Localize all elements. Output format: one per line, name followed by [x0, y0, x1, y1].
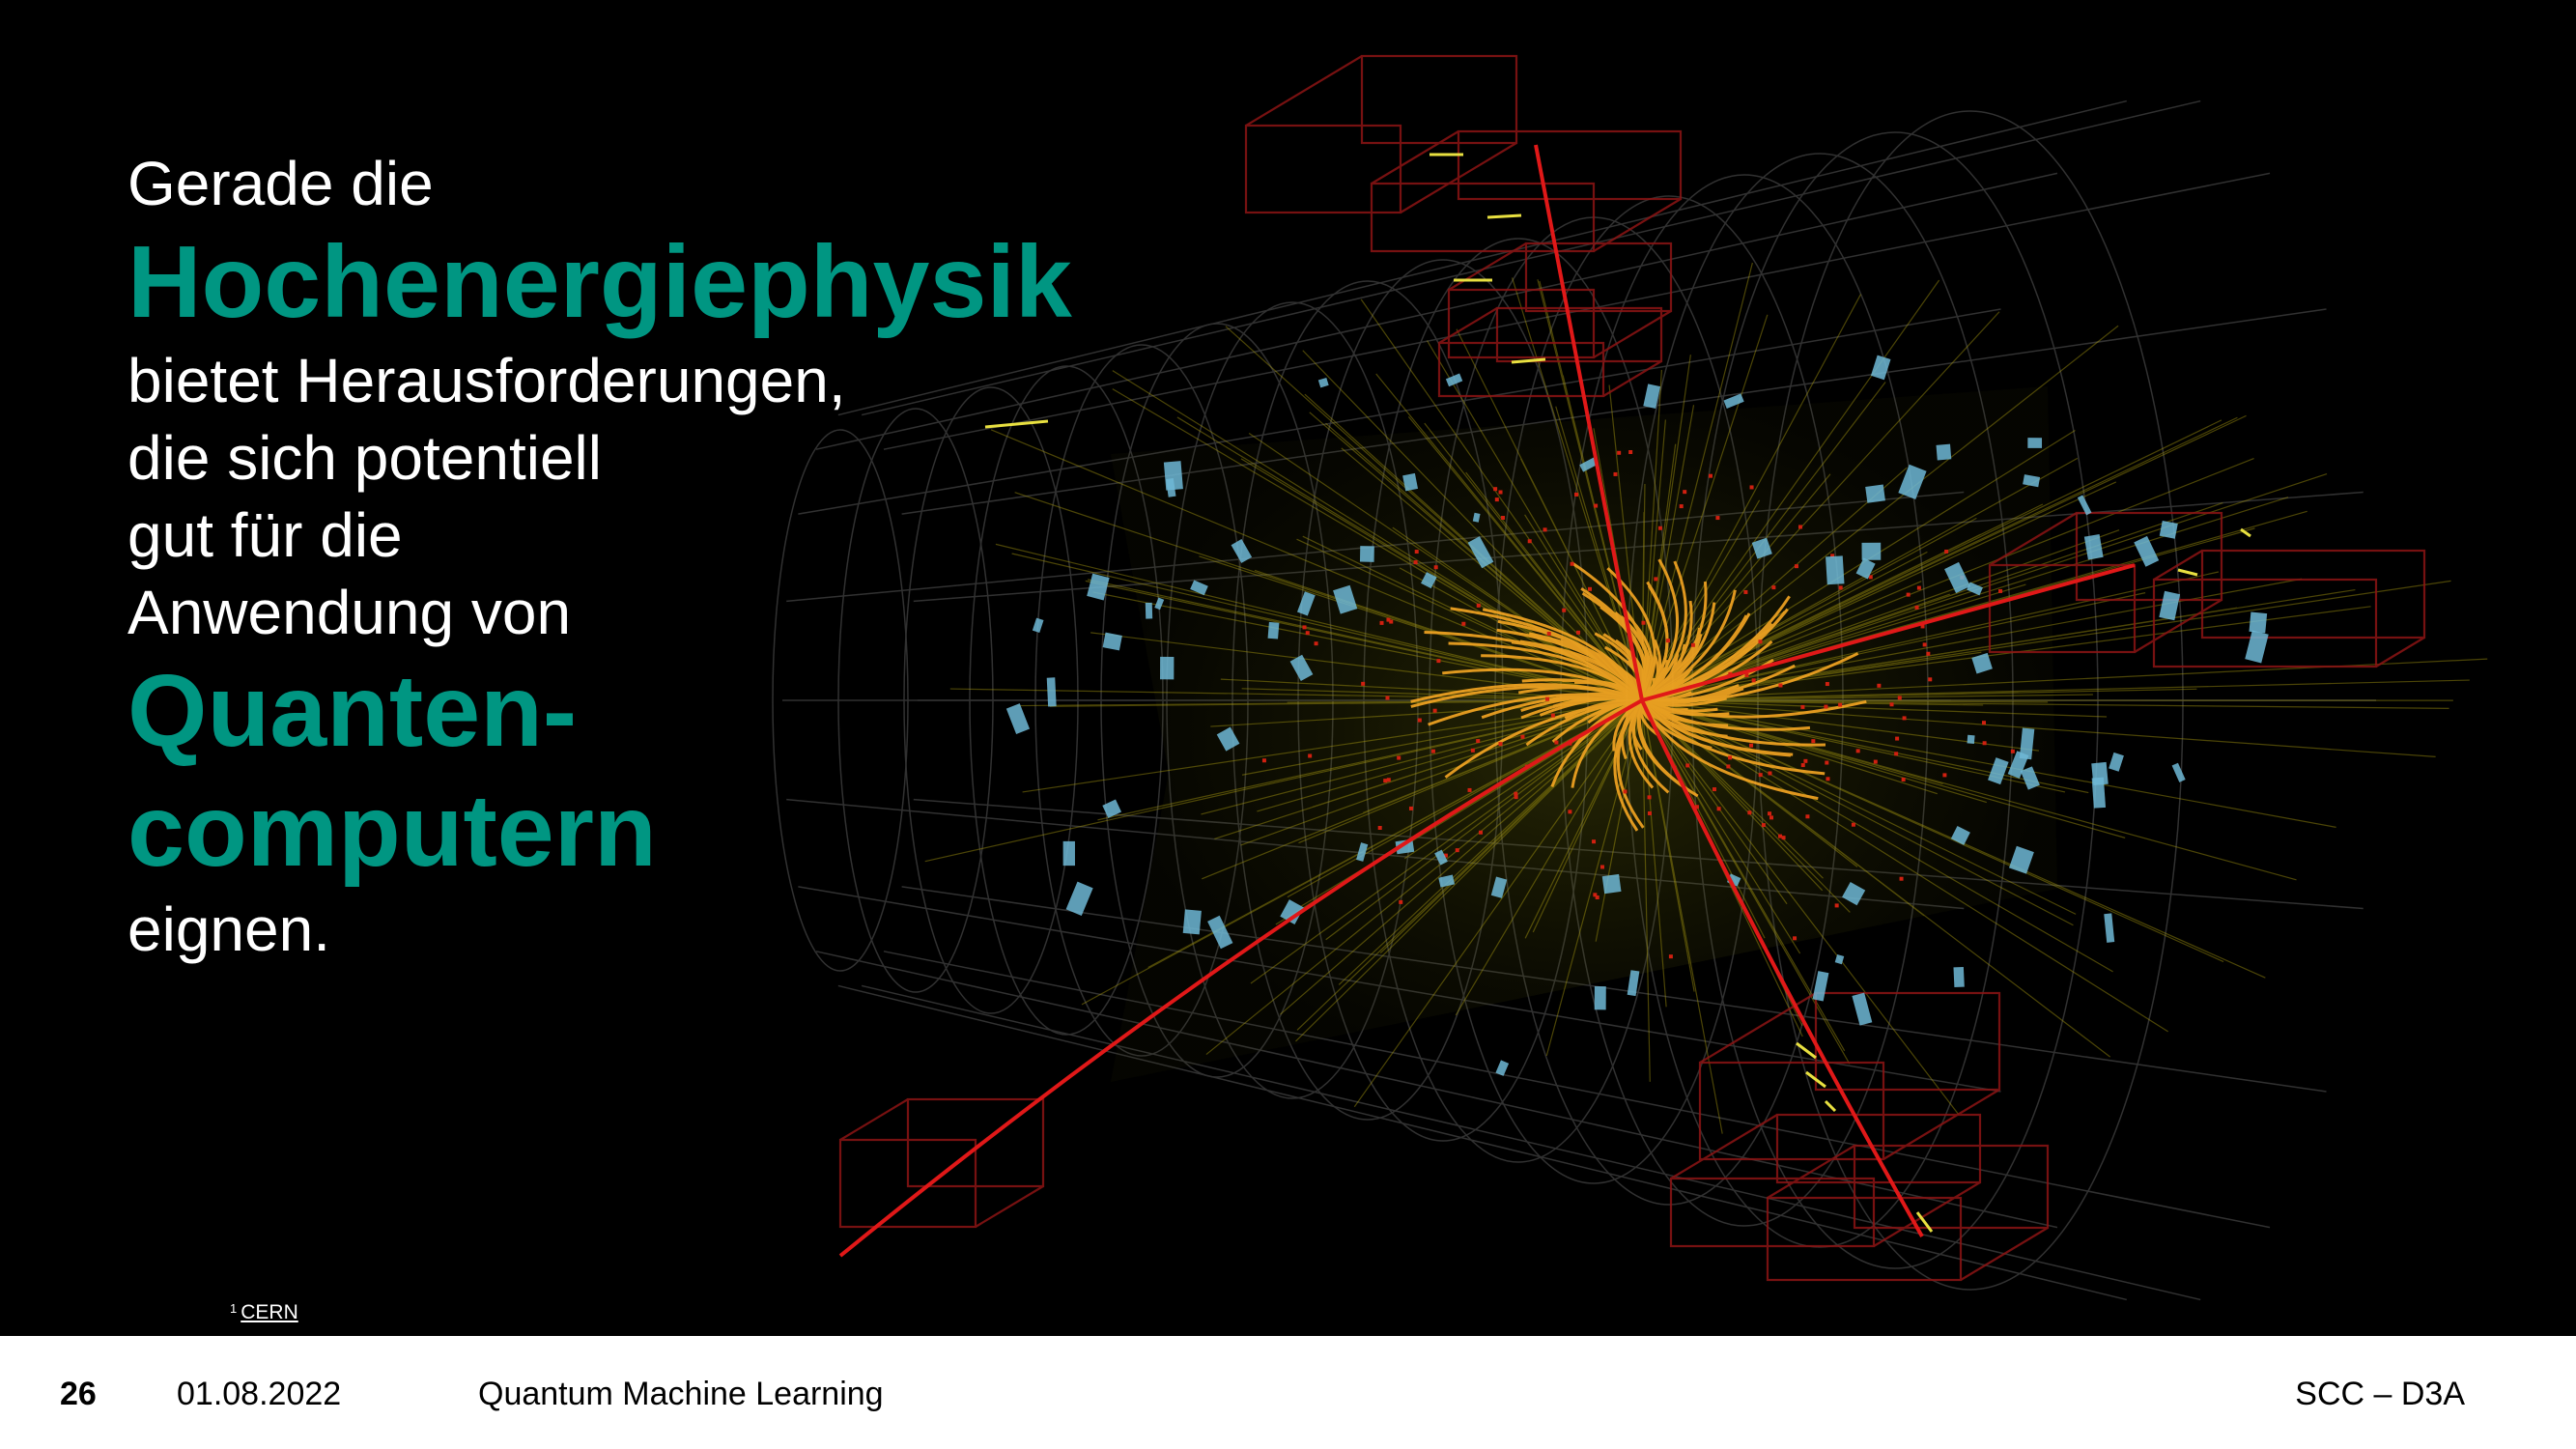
page-number: 26: [60, 1376, 97, 1412]
body-line-1: bietet Herausforderungen,: [127, 346, 846, 415]
outro-text: eignen.: [127, 895, 330, 964]
highlight-computern: computern: [127, 774, 657, 888]
slide-text: Gerade die Hochenergiephysik bietet Hera…: [127, 145, 1190, 968]
highlight-hochenergiephysik: Hochenergiephysik: [127, 225, 1072, 339]
intro-text: Gerade die: [127, 149, 434, 218]
slide-date: 01.08.2022: [177, 1376, 342, 1412]
slide-footer: 26 01.08.2022 Quantum Machine Learning S…: [0, 1336, 2576, 1449]
footnote-mark: 1: [230, 1301, 238, 1316]
cern-source-link[interactable]: CERN: [241, 1301, 298, 1323]
body-line-2: die sich potentiell: [127, 423, 602, 493]
presentation-title: Quantum Machine Learning: [478, 1376, 884, 1412]
highlight-quanten: Quanten-: [127, 654, 578, 768]
body-line-3: gut für die: [127, 500, 403, 570]
image-source-footnote: 1 CERN: [230, 1301, 298, 1324]
body-line-4: Anwendung von: [127, 578, 572, 647]
organization-label: SCC – D3A: [2295, 1376, 2465, 1412]
slide-content: Gerade die Hochenergiephysik bietet Hera…: [127, 54, 2488, 1324]
particle-collision-image: [772, 54, 2488, 1301]
